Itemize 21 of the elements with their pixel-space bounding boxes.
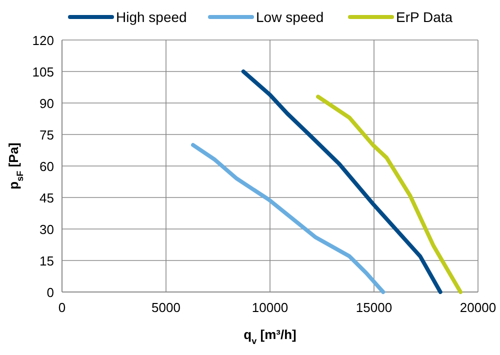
y-tick-label: 105 (32, 64, 54, 80)
y-tick-label: 60 (40, 159, 54, 174)
legend-label: Low speed (256, 9, 324, 25)
x-tick-label: 0 (58, 300, 66, 315)
x-tick-label: 15000 (356, 300, 392, 315)
legend-label: High speed (116, 9, 187, 25)
line-series (191, 143, 386, 294)
y-tick-label: 0 (46, 285, 54, 300)
x-tick-label: 5000 (152, 300, 180, 315)
x-axis-title: q$_{v}$ [m³/h] (244, 327, 296, 346)
y-tick-label: 120 (32, 33, 54, 48)
y-tick-label: 15 (40, 254, 54, 268)
y-tick-label: 45 (40, 190, 54, 206)
x-tick-label: 10000 (252, 300, 288, 315)
y-tick-label: 75 (40, 128, 54, 142)
legend-label: ErP Data (396, 9, 453, 25)
line-series (316, 94, 463, 294)
line-series (241, 70, 442, 294)
y-tick-label: 90 (40, 96, 54, 111)
x-tick-label: 20000 (460, 300, 496, 315)
y-tick-label: 30 (40, 222, 54, 237)
